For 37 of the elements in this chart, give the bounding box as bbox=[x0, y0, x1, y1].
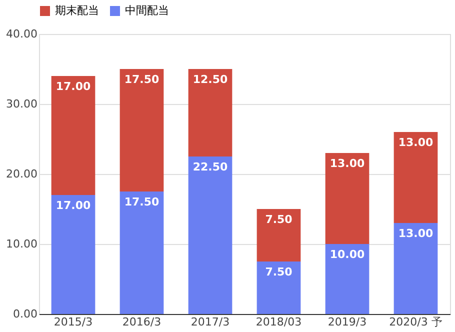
legend-label: 期末配当 bbox=[55, 4, 99, 17]
data-label: 13.00 bbox=[330, 157, 365, 170]
y-tick-label: 0.00 bbox=[13, 308, 38, 320]
bar bbox=[188, 156, 232, 314]
x-tick-label: 2017/3 bbox=[190, 316, 230, 328]
bar bbox=[188, 69, 232, 156]
bar bbox=[51, 195, 96, 314]
data-label: 17.00 bbox=[56, 199, 91, 212]
data-label: 7.50 bbox=[265, 213, 293, 226]
y-tick-label: 10.00 bbox=[6, 238, 38, 250]
data-label: 13.00 bbox=[398, 136, 434, 149]
bar bbox=[325, 153, 370, 244]
data-label: 7.50 bbox=[265, 266, 293, 278]
x-tick-label: 2019/3 bbox=[328, 316, 367, 328]
data-label: 10.00 bbox=[330, 248, 365, 261]
bar bbox=[120, 192, 164, 314]
y-tick-label: 20.00 bbox=[6, 168, 38, 180]
x-tick-label: 2015/3 bbox=[54, 316, 93, 328]
data-label: 17.00 bbox=[56, 80, 91, 93]
bar bbox=[120, 69, 164, 192]
y-tick-label: 40.00 bbox=[6, 28, 38, 40]
data-label: 12.50 bbox=[192, 73, 228, 86]
bar bbox=[325, 244, 370, 314]
bar bbox=[394, 132, 438, 223]
bar bbox=[256, 262, 301, 314]
x-tick-label: 2018/03 bbox=[256, 316, 302, 328]
data-label: 13.00 bbox=[398, 227, 434, 240]
bar bbox=[256, 209, 301, 262]
bar bbox=[394, 223, 438, 314]
data-label: 17.50 bbox=[124, 196, 160, 208]
x-tick-label: 2020/3 予 bbox=[389, 316, 442, 328]
data-label: 17.50 bbox=[124, 73, 160, 86]
data-label: 22.50 bbox=[192, 160, 228, 174]
legend-label: 中間配当 bbox=[125, 4, 169, 17]
y-tick-label: 30.00 bbox=[6, 98, 38, 110]
x-tick-label: 2016/3 bbox=[122, 316, 162, 328]
bar bbox=[51, 76, 96, 195]
